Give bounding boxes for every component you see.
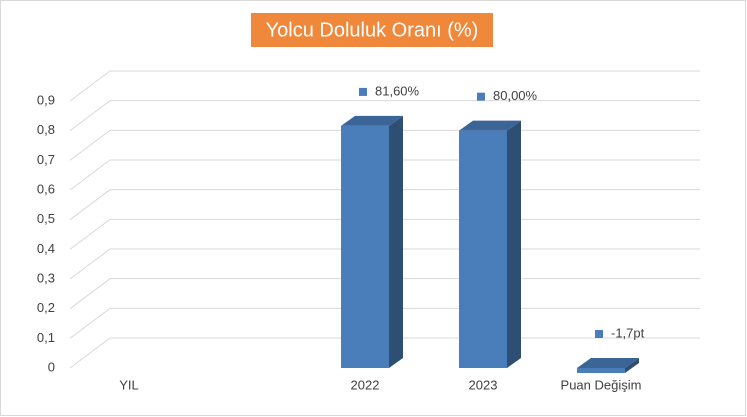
bar-front xyxy=(577,368,625,374)
y-tick-label: 0,2 xyxy=(37,300,55,315)
label-key xyxy=(477,92,485,101)
grid-line xyxy=(69,70,700,102)
bar-side xyxy=(625,358,639,374)
x-tick-label: YIL xyxy=(119,377,139,392)
y-tick-label: 0,9 xyxy=(37,92,55,107)
y-tick-label: 0,1 xyxy=(37,330,55,345)
data-label: 80,00% xyxy=(493,88,538,103)
x-tick-label: Puan Değişim xyxy=(561,377,642,392)
chart-title: Yolcu Doluluk Oranı (%) xyxy=(266,19,479,41)
bar xyxy=(459,120,521,369)
bar-top xyxy=(577,358,639,368)
y-tick-label: 0,5 xyxy=(37,211,55,226)
bar-front xyxy=(459,130,507,368)
x-tick-label: 2023 xyxy=(469,377,498,392)
bar-side xyxy=(389,115,403,368)
label-key xyxy=(359,87,367,96)
bar-top xyxy=(341,115,403,126)
label-key xyxy=(595,330,603,338)
y-tick-label: 0,7 xyxy=(37,152,55,167)
data-label: -1,7pt xyxy=(611,325,645,340)
bar-front xyxy=(341,125,389,368)
y-tick-label: 0,8 xyxy=(37,122,55,137)
x-tick-label: 2022 xyxy=(351,377,380,392)
bar xyxy=(341,115,403,368)
grid-line xyxy=(69,100,700,132)
y-tick-label: 0,4 xyxy=(37,241,55,256)
y-tick-label: 0 xyxy=(48,359,55,374)
title-background xyxy=(251,13,493,47)
y-tick-label: 0,3 xyxy=(37,270,55,285)
bar-side xyxy=(507,120,521,369)
bar xyxy=(577,358,639,374)
bar-top xyxy=(459,120,521,131)
data-label: 81,60% xyxy=(375,83,420,98)
y-tick-label: 0,6 xyxy=(37,181,55,196)
